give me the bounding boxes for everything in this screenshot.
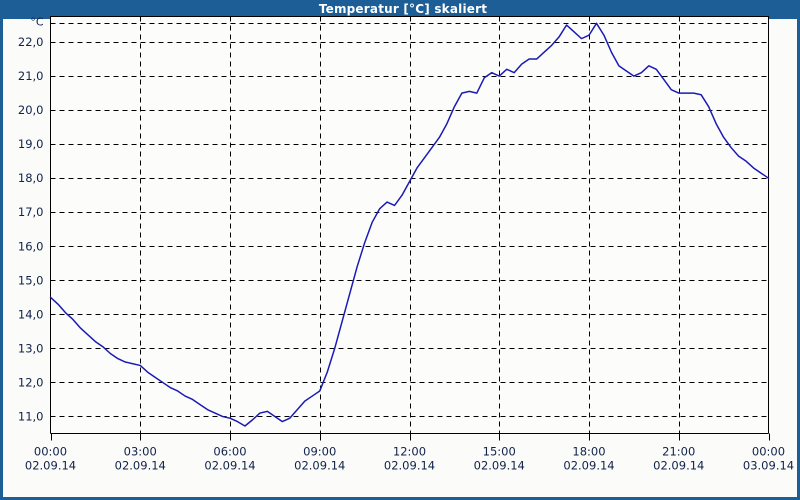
x-tick-date-label: 02.09.14 (204, 459, 255, 473)
plot-frame (49, 15, 770, 434)
x-tick-time-label: 18:00 (572, 445, 605, 459)
x-tick-time-label: 00:00 (752, 445, 785, 459)
x-tick-date-label: 02.09.14 (115, 459, 166, 473)
x-tick-date-label: 02.09.14 (294, 459, 345, 473)
axis-tick-marks (50, 433, 771, 441)
y-tick-label: 15,0 (18, 273, 44, 287)
y-tick-label: 13,0 (18, 341, 44, 355)
x-tick-time-label: 00:00 (34, 445, 67, 459)
x-tick-time-label: 12:00 (393, 445, 426, 459)
y-tick-label: 20,0 (18, 103, 44, 117)
y-tick-label: 12,0 (18, 375, 44, 389)
x-tick-time-label: 21:00 (662, 445, 695, 459)
y-tick-label: 18,0 (18, 171, 44, 185)
y-tick-label: 17,0 (18, 205, 44, 219)
chart-canvas: 11,0 12,0 13,0 14,0 15,0 16,0 17,0 18,0 19,0 20,0… (3, 0, 797, 478)
x-tick-date-label: 02.09.14 (653, 459, 704, 473)
y-tick-label: 14,0 (18, 307, 44, 321)
temperature-line-chart: 11,0 12,0 13,0 14,0 15,0 16,0 17,0 18,0 19,0 20,0… (18, 15, 794, 473)
x-tick-time-label: 09:00 (303, 445, 336, 459)
x-tick-time-label: 06:00 (213, 445, 246, 459)
x-axis-labels: 00:0002.09.1403:0002.09.1406:0002.09.140… (25, 445, 794, 473)
x-tick-date-label: 02.09.14 (563, 459, 614, 473)
y-tick-label: 16,0 (18, 239, 44, 253)
x-tick-time-label: 03:00 (124, 445, 157, 459)
x-tick-date-label: 02.09.14 (384, 459, 435, 473)
y-tick-label: 21,0 (18, 69, 44, 83)
y-tick-label: 19,0 (18, 137, 44, 151)
x-tick-date-label: 03.09.14 (743, 459, 794, 473)
y-axis-unit-label: °C (30, 16, 44, 29)
plot-background (50, 16, 769, 434)
horizontal-gridlines (50, 23, 769, 417)
vertical-gridlines (140, 16, 680, 434)
series-group (49, 22, 770, 427)
y-tick-label: 22,0 (18, 35, 44, 49)
x-tick-date-label: 02.09.14 (474, 459, 525, 473)
y-axis-labels: 11,0 12,0 13,0 14,0 15,0 16,0 17,0 18,0 19,0 20,0… (18, 35, 44, 423)
page-title: Temperatur [°C] skaliert (318, 2, 488, 16)
y-tick-label: 11,0 (18, 409, 44, 423)
axis-lines (49, 15, 770, 435)
x-tick-time-label: 15:00 (483, 445, 516, 459)
temperature-series-line (49, 22, 770, 427)
window-title-bar: Temperatur [°C] skaliert (3, 0, 797, 19)
x-tick-date-label: 02.09.14 (25, 459, 76, 473)
